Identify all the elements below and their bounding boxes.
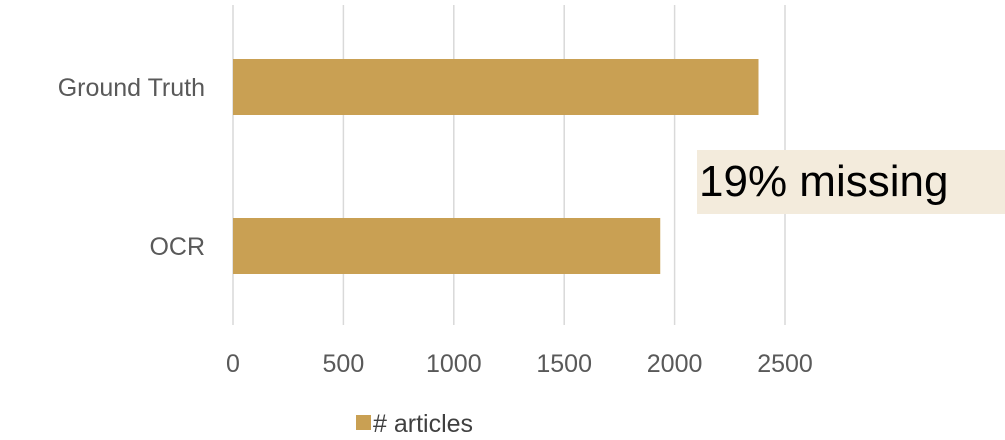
category-label: OCR [149, 233, 205, 261]
bar [233, 218, 661, 274]
legend-swatch [356, 415, 371, 430]
annotation-text: 19% missing [699, 157, 949, 206]
bars [233, 59, 759, 274]
legend: # articles [356, 410, 473, 438]
x-tick-label: 1500 [536, 350, 592, 378]
annotation-box [697, 150, 1005, 214]
legend-label: # articles [373, 410, 473, 438]
category-label: Ground Truth [58, 74, 205, 102]
x-tick-label: 2500 [757, 350, 813, 378]
x-axis-ticks: 0 500 1000 1500 2000 2500 [226, 350, 813, 378]
y-axis-categories: Ground Truth OCR [58, 74, 205, 261]
x-tick-label: 1000 [426, 350, 482, 378]
x-tick-label: 500 [323, 350, 365, 378]
x-tick-label: 2000 [647, 350, 703, 378]
bar [233, 59, 759, 115]
x-tick-label: 0 [226, 350, 240, 378]
